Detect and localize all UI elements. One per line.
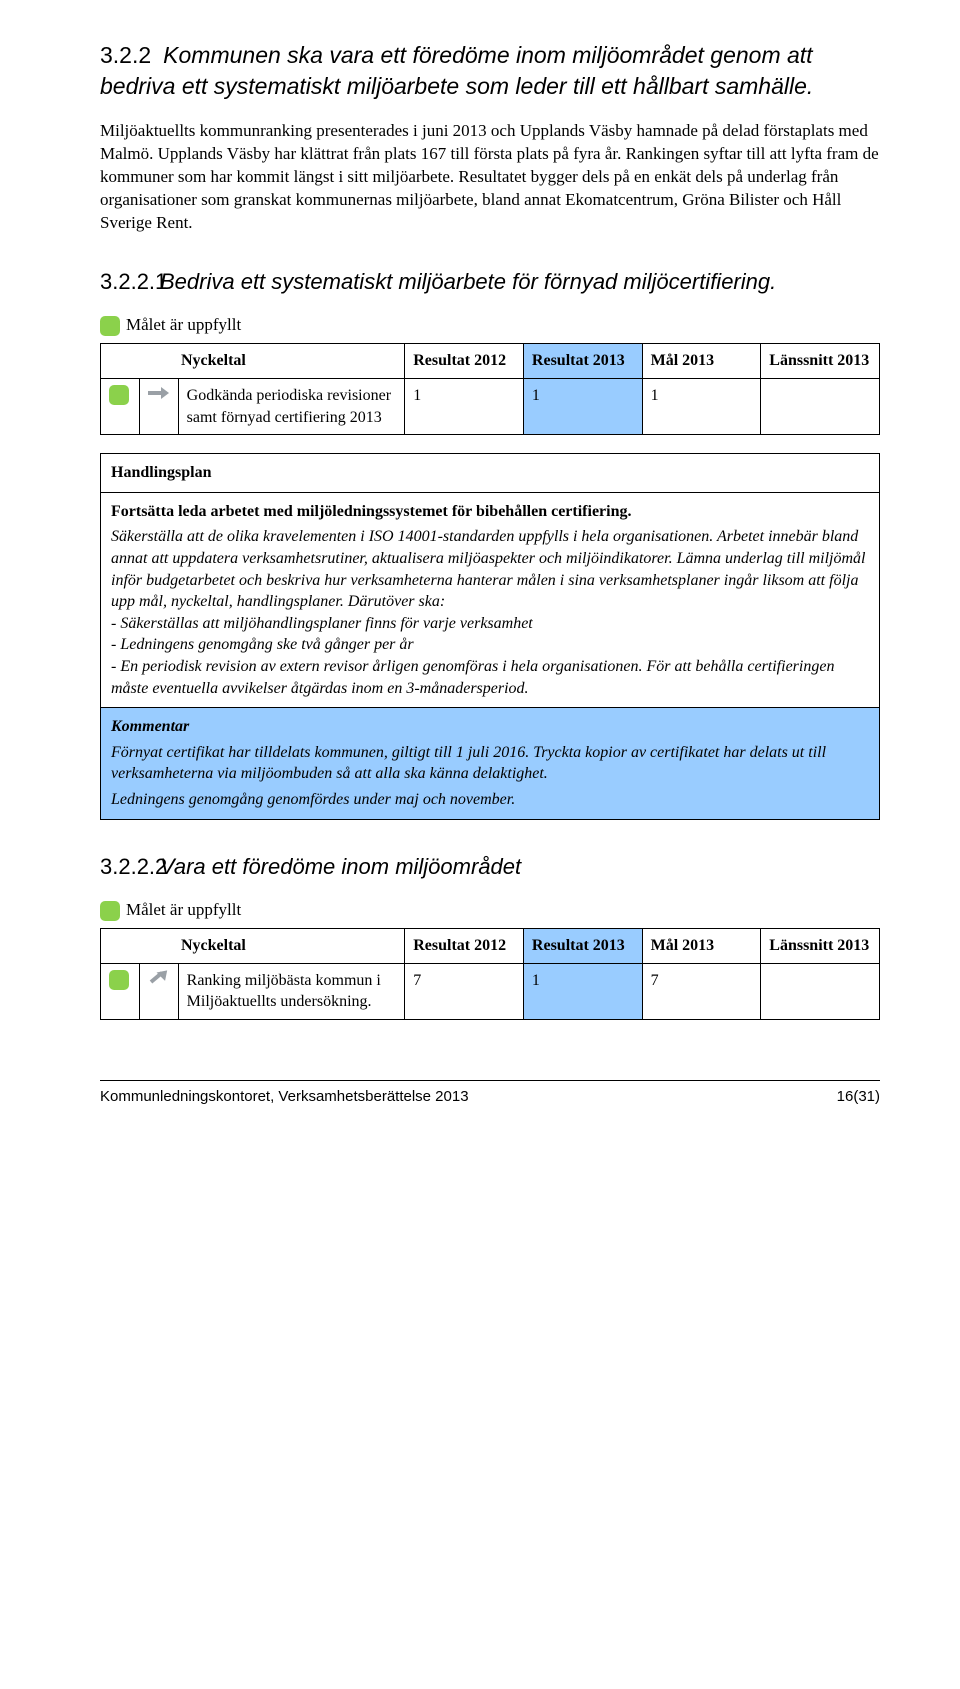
kommentar-header: Kommentar xyxy=(111,716,869,738)
kpi-th-r13: Resultat 2013 xyxy=(523,344,642,379)
section-3-2-2-1-title: Bedriva ett systematiskt miljöarbete för… xyxy=(160,269,776,294)
status-label-1: Målet är uppfyllt xyxy=(126,314,241,337)
kpi2-th-r13: Resultat 2013 xyxy=(523,929,642,964)
kpi-row-lan xyxy=(761,379,880,435)
kpi-row-r12: 1 xyxy=(405,379,524,435)
kpi-th-nyckeltal: Nyckeltal xyxy=(101,344,405,379)
plan-header: Handlingsplan xyxy=(101,454,880,493)
status-label-2: Målet är uppfyllt xyxy=(126,899,241,922)
kpi-table-1-row: Godkända periodiska revisioner samt förn… xyxy=(101,379,880,435)
section-3-2-2-2-heading: 3.2.2.2Vara ett föredöme inom miljöområd… xyxy=(100,852,880,882)
status-dot-icon xyxy=(109,385,129,405)
kommentar-body-2: Ledningens genomgång genomfördes under m… xyxy=(111,789,869,811)
kpi2-row-r12: 7 xyxy=(405,963,524,1019)
page-footer: Kommunledningskontoret, Verksamhetsberät… xyxy=(100,1080,880,1107)
plan-body-cell: Fortsätta leda arbetet med miljölednings… xyxy=(101,492,880,707)
section-3-2-2-2-title: Vara ett föredöme inom miljöområdet xyxy=(160,854,521,879)
kpi2-row-name: Ranking miljöbästa kommun i Miljöaktuell… xyxy=(178,963,405,1019)
status-dot-icon xyxy=(109,970,129,990)
kpi-table-2: Nyckeltal Resultat 2012 Resultat 2013 Må… xyxy=(100,928,880,1020)
section-3-2-2-body: Miljöaktuellts kommunranking presenterad… xyxy=(100,120,880,235)
plan-title: Fortsätta leda arbetet med miljölednings… xyxy=(111,501,869,523)
kpi-table-1-header-row: Nyckeltal Resultat 2012 Resultat 2013 Må… xyxy=(101,344,880,379)
kpi2-row-lan xyxy=(761,963,880,1019)
plan-bullet-2: - Ledningens genomgång ske två gånger pe… xyxy=(111,634,869,656)
kpi-row-r13: 1 xyxy=(523,379,642,435)
plan-body-1: Säkerställa att de olika kravelementen i… xyxy=(111,526,869,612)
kpi-row-trend-cell xyxy=(139,379,178,435)
kpi2-row-status-cell xyxy=(101,963,140,1019)
kpi-table-1: Nyckeltal Resultat 2012 Resultat 2013 Må… xyxy=(100,343,880,435)
kommentar-cell: Kommentar Förnyat certifikat har tilldel… xyxy=(101,708,880,819)
section-3-2-2-1-number: 3.2.2.1 xyxy=(100,267,160,297)
status-dot-icon xyxy=(100,316,120,336)
kommentar-body-1: Förnyat certifikat har tilldelats kommun… xyxy=(111,742,869,785)
kpi2-row-mal: 7 xyxy=(642,963,761,1019)
section-3-2-2-1-heading: 3.2.2.1Bedriva ett systematiskt miljöarb… xyxy=(100,267,880,297)
kpi-row-status-cell xyxy=(101,379,140,435)
section-3-2-2-2-number: 3.2.2.2 xyxy=(100,852,160,882)
trend-flat-icon xyxy=(148,386,170,400)
footer-right: 16(31) xyxy=(837,1087,880,1107)
kpi-row-name: Godkända periodiska revisioner samt förn… xyxy=(178,379,405,435)
kpi2-row-trend-cell xyxy=(139,963,178,1019)
kpi2-row-r13: 1 xyxy=(523,963,642,1019)
handlingsplan-table: Handlingsplan Fortsätta leda arbetet med… xyxy=(100,453,880,819)
plan-bullet-1: - Säkerställas att miljöhandlingsplaner … xyxy=(111,613,869,635)
kpi-th-mal: Mål 2013 xyxy=(642,344,761,379)
section-3-2-2-number: 3.2.2 xyxy=(100,42,151,68)
section-3-2-2-title: Kommunen ska vara ett föredöme inom milj… xyxy=(100,42,813,99)
kpi2-th-nyckeltal: Nyckeltal xyxy=(101,929,405,964)
section-3-2-2-heading: 3.2.2Kommunen ska vara ett föredöme inom… xyxy=(100,40,880,102)
kpi2-th-r12: Resultat 2012 xyxy=(405,929,524,964)
kpi-th-lan: Länssnitt 2013 xyxy=(761,344,880,379)
kpi-table-2-row: Ranking miljöbästa kommun i Miljöaktuell… xyxy=(101,963,880,1019)
kpi-row-mal: 1 xyxy=(642,379,761,435)
kpi2-th-mal: Mål 2013 xyxy=(642,929,761,964)
status-row-2: Målet är uppfyllt xyxy=(100,899,880,922)
footer-left: Kommunledningskontoret, Verksamhetsberät… xyxy=(100,1087,469,1107)
status-row-1: Målet är uppfyllt xyxy=(100,314,880,337)
kpi-th-r12: Resultat 2012 xyxy=(405,344,524,379)
kpi-table-2-header-row: Nyckeltal Resultat 2012 Resultat 2013 Må… xyxy=(101,929,880,964)
trend-up-icon xyxy=(148,970,168,990)
status-dot-icon xyxy=(100,901,120,921)
plan-bullet-3: - En periodisk revision av extern reviso… xyxy=(111,656,869,699)
kpi2-th-lan: Länssnitt 2013 xyxy=(761,929,880,964)
